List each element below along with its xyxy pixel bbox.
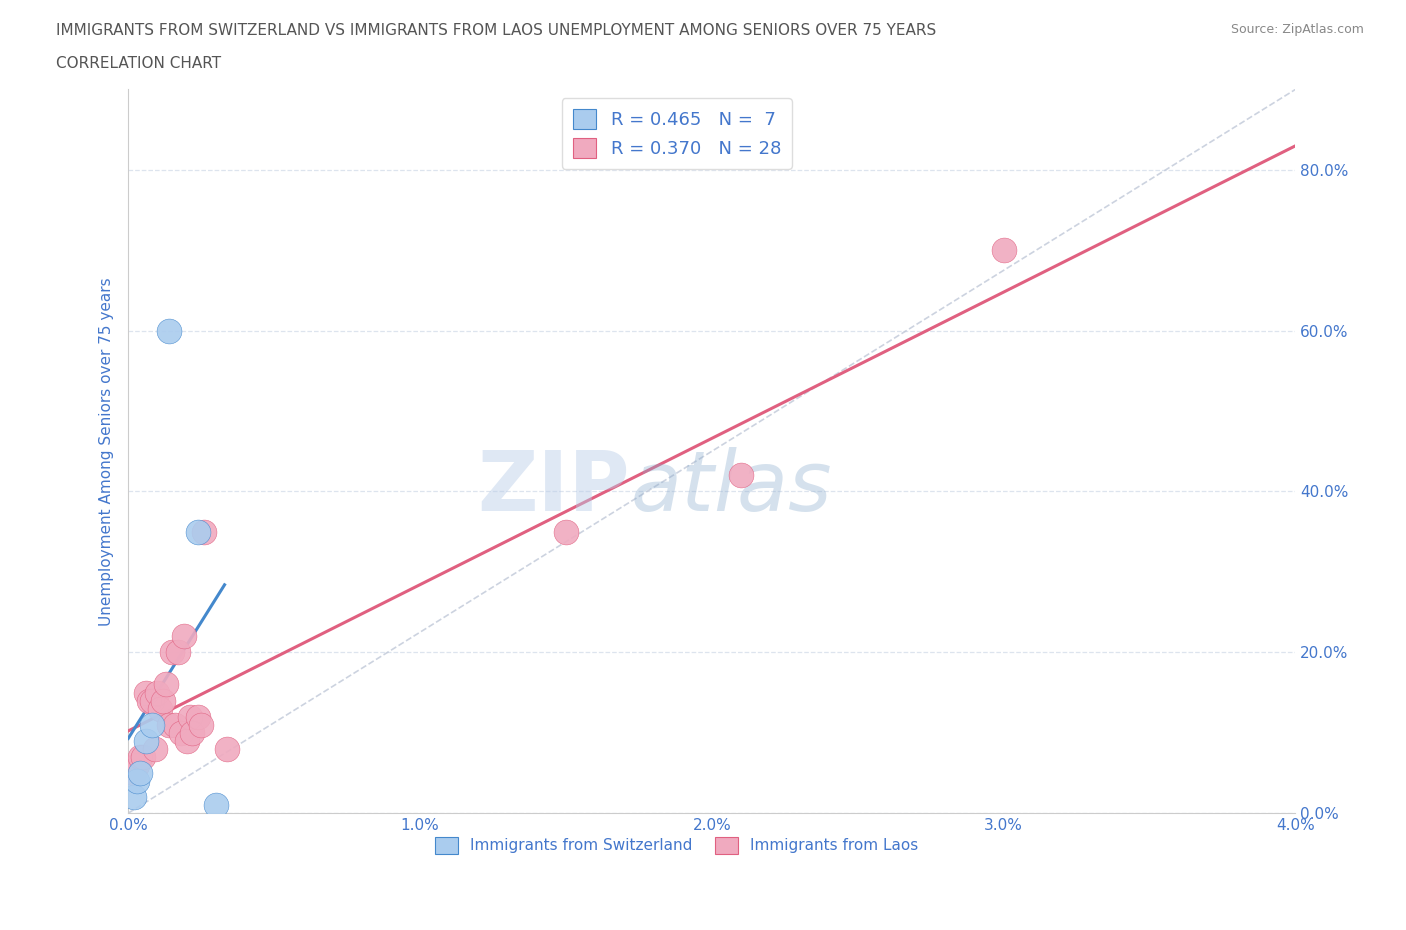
Text: Source: ZipAtlas.com: Source: ZipAtlas.com	[1230, 23, 1364, 36]
Point	[190, 717, 212, 732]
Point	[176, 734, 198, 749]
Point	[555, 525, 578, 539]
Point	[193, 525, 215, 539]
Point	[146, 685, 169, 700]
Point	[141, 693, 163, 708]
Text: atlas: atlas	[630, 447, 832, 528]
Point	[160, 644, 183, 659]
Point	[730, 468, 752, 483]
Point	[132, 750, 155, 764]
Point	[187, 710, 209, 724]
Point	[179, 710, 201, 724]
Y-axis label: Unemployment Among Seniors over 75 years: Unemployment Among Seniors over 75 years	[100, 277, 114, 626]
Point	[166, 644, 188, 659]
Point	[138, 693, 160, 708]
Point	[129, 765, 152, 780]
Legend: Immigrants from Switzerland, Immigrants from Laos: Immigrants from Switzerland, Immigrants …	[429, 830, 925, 859]
Point	[993, 243, 1015, 258]
Text: CORRELATION CHART: CORRELATION CHART	[56, 56, 221, 71]
Point	[149, 701, 172, 716]
Point	[217, 741, 239, 756]
Point	[157, 717, 180, 732]
Point	[122, 790, 145, 804]
Point	[135, 685, 157, 700]
Point	[125, 774, 148, 789]
Text: ZIP: ZIP	[478, 447, 630, 528]
Text: IMMIGRANTS FROM SWITZERLAND VS IMMIGRANTS FROM LAOS UNEMPLOYMENT AMONG SENIORS O: IMMIGRANTS FROM SWITZERLAND VS IMMIGRANT…	[56, 23, 936, 38]
Point	[187, 525, 209, 539]
Point	[143, 741, 166, 756]
Point	[170, 725, 193, 740]
Point	[122, 765, 145, 780]
Point	[135, 734, 157, 749]
Point	[204, 798, 226, 813]
Point	[129, 750, 152, 764]
Point	[163, 717, 186, 732]
Point	[141, 717, 163, 732]
Point	[155, 677, 177, 692]
Point	[125, 757, 148, 772]
Point	[152, 693, 174, 708]
Point	[173, 629, 195, 644]
Point	[181, 725, 204, 740]
Point	[157, 324, 180, 339]
